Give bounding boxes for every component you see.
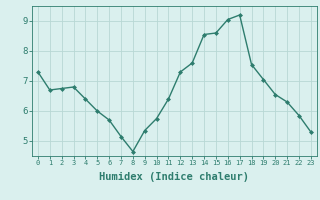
X-axis label: Humidex (Indice chaleur): Humidex (Indice chaleur) — [100, 172, 249, 182]
